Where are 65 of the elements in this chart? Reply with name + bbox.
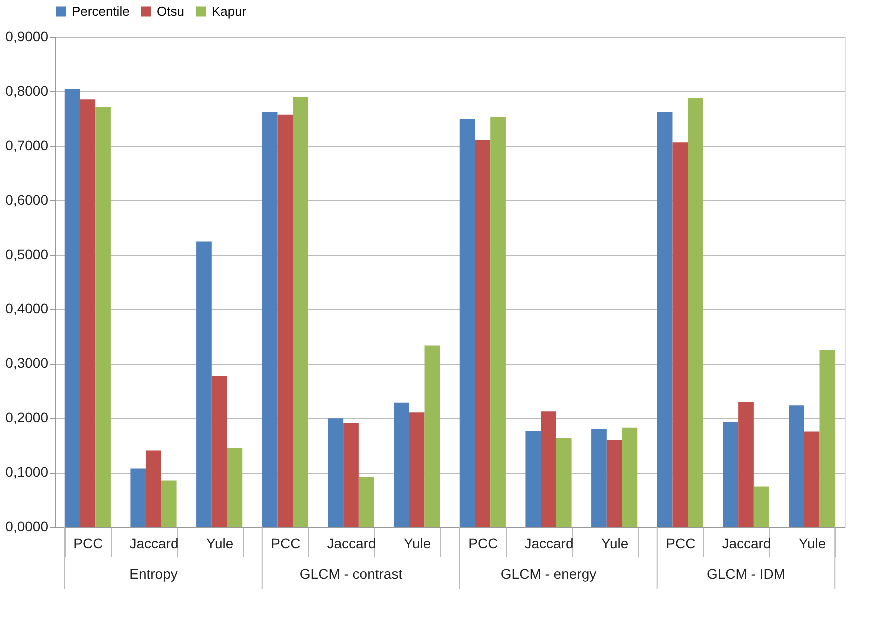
bar [592, 429, 607, 527]
x-tick-label: Jaccard [130, 536, 179, 552]
bar [688, 98, 704, 527]
bar [96, 107, 111, 527]
bar [130, 468, 146, 527]
bar [146, 450, 162, 527]
y-tick-label: 0,4000 [6, 300, 49, 317]
bar [409, 412, 425, 527]
y-tick-label: 0,9000 [6, 28, 49, 44]
y-tick-label: 0,7000 [6, 137, 49, 154]
text: Entropy [130, 566, 178, 582]
y-tick-label: 0,8000 [6, 82, 49, 99]
bar [657, 112, 673, 527]
bar [293, 97, 308, 527]
bar [80, 100, 96, 527]
bar [556, 438, 572, 527]
bar [820, 350, 836, 527]
x-tick-label: Jaccard [327, 536, 376, 552]
bar [738, 402, 754, 527]
text: GLCM - contrast [300, 566, 403, 582]
bar [64, 89, 80, 527]
bar [622, 428, 638, 527]
bar [541, 412, 556, 527]
text: GLCM - energy [500, 566, 597, 582]
bar [460, 119, 476, 527]
bar [344, 423, 359, 527]
x-tick-label: Jaccard [722, 536, 772, 552]
bar [394, 402, 410, 527]
x-tick-label: Yule [601, 536, 629, 552]
y-tick-label: 0,1000 [6, 464, 49, 480]
x-tick-label: Yule [206, 536, 234, 552]
bar [227, 448, 243, 527]
x-tick-label: PCC [271, 536, 301, 552]
bar [358, 477, 374, 527]
bar [161, 480, 177, 527]
bar [754, 486, 770, 527]
y-tick-label: 0,3000 [6, 355, 49, 372]
x-tick-label: Yule [404, 536, 432, 552]
text: GLCM - IDM [706, 566, 786, 582]
bar [475, 140, 491, 527]
bar [278, 114, 294, 527]
x-tick-label: PCC [468, 536, 498, 552]
bar [424, 346, 440, 527]
x-tick-label: Yule [798, 536, 826, 552]
bar [490, 117, 506, 527]
y-tick-label: 0,6000 [6, 192, 49, 208]
y-tick-label: 0,0000 [6, 518, 49, 534]
y-tick-label: 0,2000 [6, 410, 49, 426]
bar [804, 432, 820, 527]
bar [196, 242, 212, 527]
y-tick-label: 0,5000 [6, 246, 49, 262]
x-tick-label: PCC [74, 536, 104, 552]
legend-label: Kapur [212, 4, 248, 19]
bar [672, 142, 688, 527]
bar [328, 418, 344, 527]
bar [606, 440, 622, 527]
bar [789, 406, 804, 527]
legend-label: Percentile [72, 4, 130, 19]
x-tick-label: Jaccard [524, 536, 574, 552]
bar [723, 422, 739, 527]
x-tick-label: PCC [666, 536, 696, 552]
bar [526, 431, 542, 527]
bar [212, 376, 228, 527]
bar [262, 112, 278, 527]
legend-label: Otsu [157, 4, 184, 19]
